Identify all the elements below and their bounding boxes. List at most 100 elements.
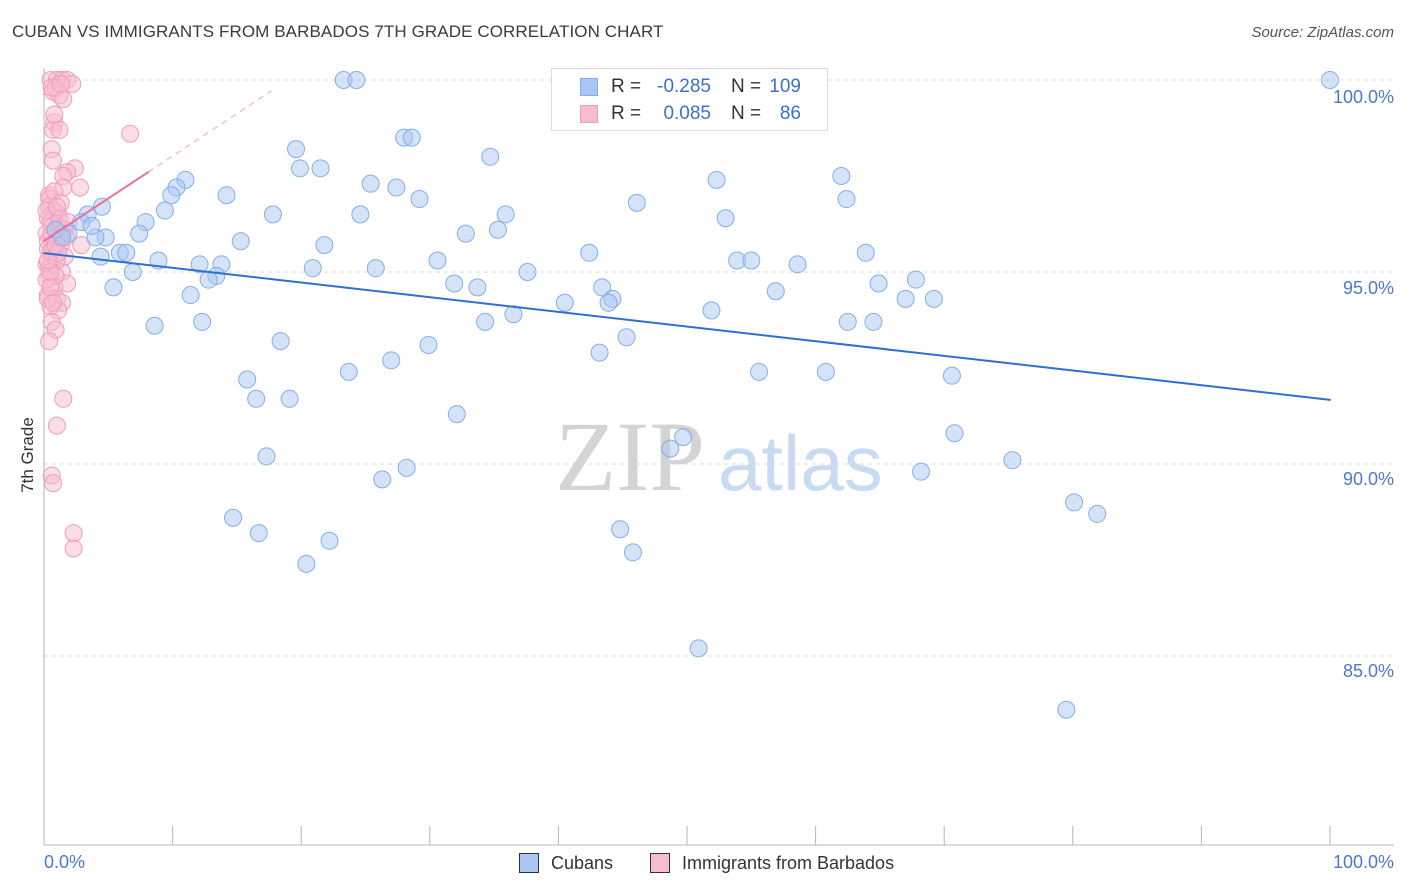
barbados-point: [121, 124, 140, 143]
cubans-point: [130, 224, 149, 243]
data-points: [37, 71, 1339, 719]
barbados-point: [44, 151, 63, 170]
cubans-point: [297, 554, 316, 573]
watermark: ZIP atlas: [555, 401, 883, 512]
barbados-point: [47, 416, 66, 435]
cubans-point: [249, 524, 268, 543]
cubans-point: [707, 170, 726, 189]
cubans-point: [428, 251, 447, 270]
cubans-point: [912, 462, 931, 481]
cubans-point: [1065, 493, 1084, 512]
cubans-point: [263, 205, 282, 224]
watermark-atlas: atlas: [718, 419, 883, 507]
cubans-point: [869, 274, 888, 293]
cubans-point: [837, 190, 856, 209]
cubans-point: [674, 428, 693, 447]
barbados-point: [44, 474, 63, 493]
legend-r-label: R =: [611, 103, 642, 124]
cubans-point: [231, 232, 250, 251]
legend-r-value-barbados: 0.085: [663, 103, 711, 124]
gridlines: [44, 79, 1394, 657]
cubans-point: [347, 71, 366, 89]
cubans-point: [468, 278, 487, 297]
cubans-point: [193, 312, 212, 331]
cubans-point: [149, 251, 168, 270]
cubans-point: [53, 228, 72, 247]
barbados-point: [40, 332, 59, 351]
barbados-point: [45, 105, 64, 124]
barbados-trend-line: [43, 171, 150, 242]
cubans-point: [945, 424, 964, 443]
cubans-point: [1057, 700, 1076, 719]
cubans-point: [303, 259, 322, 278]
cubans-point: [611, 520, 630, 539]
cubans-point: [315, 236, 334, 255]
cubans-point: [617, 328, 636, 347]
y-tick-label: 95.0%: [1342, 278, 1394, 298]
barbados-trend-line-extension: [147, 90, 272, 173]
axes: [43, 68, 1394, 846]
cubans-point: [402, 128, 421, 147]
legend-n-label: N =: [731, 76, 762, 97]
cubans-point: [456, 224, 475, 243]
cubans-point: [924, 289, 943, 308]
cubans-point: [1321, 71, 1339, 89]
barbados-point: [64, 524, 83, 543]
cubans-point: [555, 293, 574, 312]
cubans-point: [387, 178, 406, 197]
bottom-legend-swatch-barbados: [650, 853, 670, 873]
cubans-point: [447, 405, 466, 424]
barbados-point: [41, 278, 60, 297]
cubans-point: [410, 190, 429, 209]
cubans-point: [280, 389, 299, 408]
cubans-point: [320, 531, 339, 550]
legend-n-value-barbados: 86: [779, 103, 801, 124]
cubans-point: [716, 209, 735, 228]
barbados-point: [50, 120, 69, 139]
cubans-point: [91, 247, 110, 266]
cubans-point: [382, 351, 401, 370]
barbados-point: [72, 236, 91, 255]
cubans-point: [832, 167, 851, 185]
cubans-point: [896, 289, 915, 308]
cubans-point: [481, 147, 500, 166]
trend-lines: [43, 90, 1331, 401]
cubans-point: [627, 193, 646, 212]
cubans-point: [590, 343, 609, 362]
cubans-point: [217, 186, 236, 205]
barbados-point: [38, 251, 57, 270]
cubans-point: [199, 270, 218, 289]
cubans-point: [238, 370, 257, 389]
cubans-point: [155, 201, 174, 220]
cubans-point: [361, 174, 380, 193]
barbados-point: [47, 197, 66, 216]
cubans-point: [856, 243, 875, 262]
cubans-point: [838, 312, 857, 331]
y-tick-label: 100.0%: [1332, 87, 1394, 107]
cubans-point: [496, 205, 515, 224]
legend-swatch-barbados: [580, 105, 598, 123]
cubans-point: [123, 263, 142, 281]
cubans-point: [689, 639, 708, 658]
cubans-point: [373, 470, 392, 489]
y-tick-label: 90.0%: [1342, 469, 1394, 489]
cubans-point: [104, 278, 123, 297]
cubans-point: [623, 543, 642, 562]
x-tick-label: 100.0%: [1332, 852, 1394, 872]
cubans-point: [1088, 504, 1107, 523]
cubans-point: [82, 216, 101, 235]
cubans-point: [92, 197, 111, 216]
barbados-point: [51, 74, 70, 93]
cubans-point: [476, 312, 495, 331]
cubans-point: [593, 278, 612, 297]
cubans-point: [257, 447, 276, 466]
legend-n-label: N =: [731, 103, 762, 124]
cubans-point: [702, 301, 721, 320]
cubans-trend-line: [43, 252, 1331, 401]
cubans-point: [599, 293, 618, 312]
cubans-point: [181, 286, 200, 305]
cubans-point: [766, 282, 785, 301]
cubans-point: [145, 316, 164, 335]
bottom-legend-swatch-cubans: [519, 853, 539, 873]
